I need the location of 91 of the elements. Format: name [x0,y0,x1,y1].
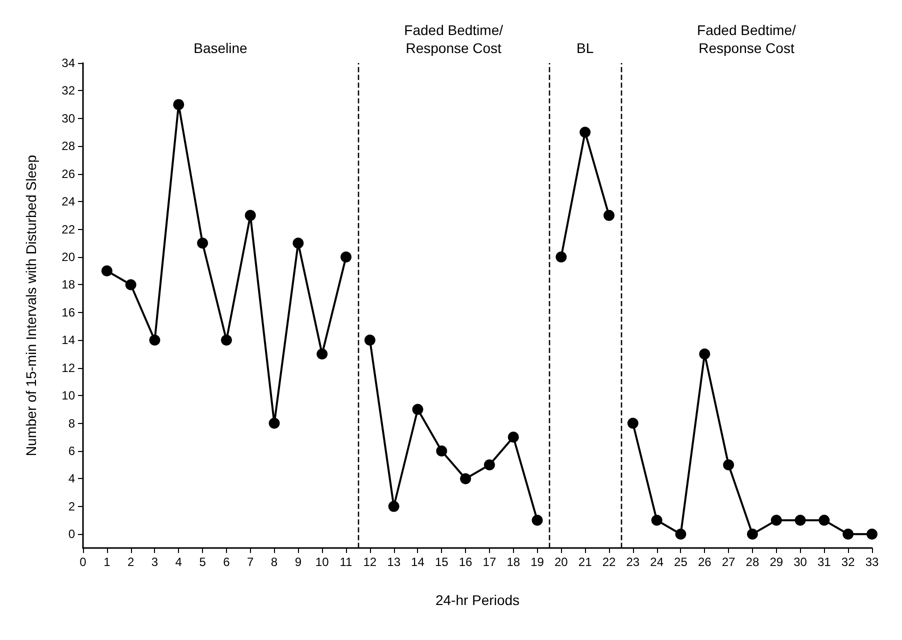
x-tick-label: 16 [458,555,473,569]
point [460,473,472,484]
point [723,459,734,470]
y-tick-label: 10 [62,388,76,403]
text: BL [576,40,594,56]
point [173,99,184,110]
x-tick-label: 7 [247,555,254,569]
point [675,528,686,540]
x-tick-label: 23 [626,555,640,569]
point [580,126,591,138]
y-tick-label: 34 [62,56,76,70]
point [604,210,614,221]
point [842,528,854,540]
point [364,334,376,346]
x-tick-label: 3 [151,555,158,569]
point [412,404,424,415]
point [436,446,448,456]
y-tick-label: 28 [62,139,76,154]
x-tick-label: 0 [80,555,87,569]
y-tick-label: 2 [68,499,76,514]
point [532,514,543,526]
y-tick-label: 24 [62,194,76,209]
point [556,252,567,262]
x-tick-label: 26 [698,555,712,569]
x-tick-label: 1 [104,555,111,569]
x-axis-title: 24-hr Periods [435,592,520,608]
y-tick-label: 16 [62,305,76,320]
x-tick-label: 17 [482,555,496,569]
x-tick-label: 22 [602,555,616,569]
x-tick-label: 19 [530,555,544,569]
point [508,432,519,443]
x-tick-label: 10 [315,555,330,569]
x-tick-label: 2 [127,555,134,569]
x-tick-label: 14 [411,555,425,569]
y-tick-label: 30 [62,111,76,126]
point [149,334,160,346]
x-tick-label: 18 [506,555,520,569]
y-tick-label: 8 [68,416,76,430]
point [484,459,495,470]
x-tick-label: 8 [270,555,278,569]
x-tick-label: 21 [578,555,592,569]
y-axis-title: Number of 15-min Intervals with Disturbed Sleep [23,154,39,456]
y-tick-label: 14 [62,333,76,348]
x-tick-label: 24 [650,555,664,569]
point [866,528,878,540]
point [268,418,280,429]
point [292,238,304,249]
x-tick-label: 29 [770,555,784,569]
x-tick-label: 5 [199,555,206,569]
point [197,238,208,249]
point [794,514,806,526]
point [101,265,112,276]
point [316,348,328,360]
x-tick-label: 20 [554,555,568,569]
text: Faded Bedtime/ Response Cost [404,22,504,56]
x-tick-label: 4 [175,555,182,569]
point [770,514,782,526]
y-tick-label: 4 [68,472,76,486]
x-tick-label: 13 [387,555,401,569]
point [125,279,136,290]
point [818,514,830,526]
x-tick-label: 32 [841,555,856,569]
x-tick-label: 27 [722,555,736,569]
x-tick-label: 6 [223,555,230,569]
y-tick-label: 26 [62,166,76,181]
point [220,334,232,346]
point [244,210,256,221]
y-tick-label: 18 [62,278,76,292]
x-tick-label: 30 [794,555,808,569]
x-tick-label: 9 [294,555,302,569]
point [388,500,400,512]
y-tick-label: 22 [62,222,76,236]
x-tick-label: 31 [818,555,832,569]
point [746,528,758,540]
x-tick-label: 11 [340,555,353,569]
text: Faded Bedtime/ Response Cost [697,22,796,56]
x-tick-label: 28 [746,555,760,569]
point [651,514,662,526]
y-tick-label: 20 [62,250,76,264]
x-tick-label: 25 [674,555,688,569]
point [699,348,710,360]
text: Baseline [194,40,248,56]
point [627,418,638,429]
x-tick-label: 12 [363,555,377,569]
x-tick-label: 15 [434,555,449,569]
y-tick-label: 32 [62,84,76,98]
y-tick-label: 12 [62,360,76,375]
y-tick-label: 0 [68,527,76,542]
x-tick-label: 33 [865,555,879,569]
point [340,252,352,262]
y-tick-label: 6 [68,444,76,458]
